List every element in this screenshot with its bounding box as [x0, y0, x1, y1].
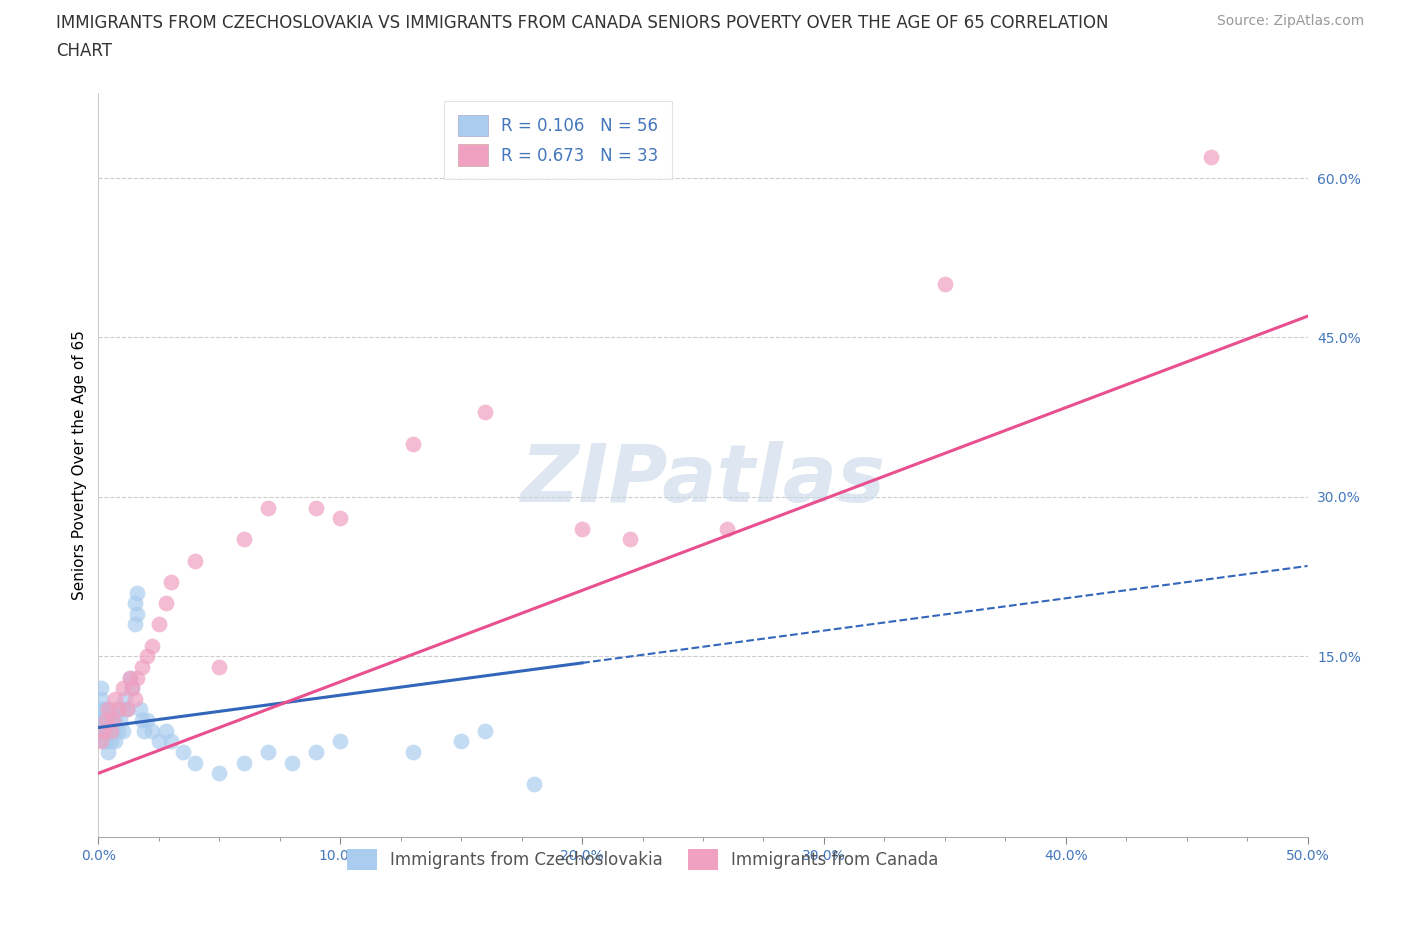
Point [114, 691, 136, 706]
Point [208, 765, 231, 780]
Point [121, 681, 143, 696]
Point [94, 712, 117, 727]
Point [329, 511, 352, 525]
Text: Source: ZipAtlas.com: Source: ZipAtlas.com [1216, 14, 1364, 28]
Text: CHART: CHART [56, 42, 112, 60]
Legend: Immigrants from Czechoslovakia, Immigrants from Canada: Immigrants from Czechoslovakia, Immigran… [340, 843, 945, 877]
Point [148, 734, 170, 749]
Point [127, 671, 149, 685]
Point [135, 649, 157, 664]
Point [155, 596, 177, 611]
Point [100, 734, 122, 749]
Point [94, 724, 117, 738]
Point [104, 691, 127, 706]
Point [127, 606, 149, 621]
Point [172, 745, 194, 760]
Point [184, 553, 207, 568]
Point [90, 691, 112, 706]
Point [128, 702, 150, 717]
Point [118, 671, 141, 685]
Point [101, 724, 124, 738]
Point [1199, 150, 1222, 165]
Point [160, 734, 183, 749]
Point [100, 724, 122, 738]
Point [91, 724, 114, 738]
Text: ZIPatlas: ZIPatlas [520, 441, 886, 519]
Point [91, 734, 114, 749]
Point [124, 596, 146, 611]
Point [104, 712, 127, 727]
Point [184, 755, 207, 770]
Point [135, 712, 157, 727]
Point [450, 734, 472, 749]
Point [281, 755, 304, 770]
Point [124, 691, 146, 706]
Point [121, 681, 143, 696]
Point [97, 724, 120, 738]
Point [97, 745, 120, 760]
Point [127, 585, 149, 600]
Point [716, 522, 738, 537]
Point [94, 702, 117, 717]
Point [124, 617, 146, 631]
Point [97, 702, 120, 717]
Point [100, 712, 122, 727]
Point [474, 724, 496, 738]
Point [101, 712, 124, 727]
Point [90, 712, 112, 727]
Point [107, 724, 129, 738]
Text: IMMIGRANTS FROM CZECHOSLOVAKIA VS IMMIGRANTS FROM CANADA SENIORS POVERTY OVER TH: IMMIGRANTS FROM CZECHOSLOVAKIA VS IMMIGR… [56, 14, 1109, 32]
Point [90, 734, 112, 749]
Point [134, 724, 156, 738]
Point [232, 755, 254, 770]
Point [107, 702, 129, 717]
Point [141, 724, 163, 738]
Point [90, 702, 112, 717]
Point [402, 436, 425, 451]
Point [94, 734, 117, 749]
Point [101, 712, 124, 727]
Point [104, 734, 127, 749]
Point [402, 745, 425, 760]
Point [90, 681, 112, 696]
Point [141, 638, 163, 653]
Point [118, 671, 141, 685]
Point [91, 702, 114, 717]
Point [474, 405, 496, 419]
Point [256, 745, 278, 760]
Point [131, 712, 153, 727]
Point [91, 712, 114, 727]
Point [91, 724, 114, 738]
Point [97, 702, 120, 717]
Point [305, 745, 328, 760]
Point [148, 617, 170, 631]
Point [329, 734, 352, 749]
Point [571, 522, 593, 537]
Point [934, 277, 956, 292]
Y-axis label: Seniors Poverty Over the Age of 65: Seniors Poverty Over the Age of 65 [72, 330, 87, 600]
Point [619, 532, 641, 547]
Point [108, 712, 131, 727]
Point [155, 724, 177, 738]
Point [111, 681, 134, 696]
Point [131, 659, 153, 674]
Point [232, 532, 254, 547]
Point [94, 712, 117, 727]
Point [117, 702, 139, 717]
Point [305, 500, 328, 515]
Point [107, 702, 129, 717]
Point [90, 724, 112, 738]
Point [100, 724, 122, 738]
Point [523, 777, 546, 791]
Point [256, 500, 278, 515]
Point [160, 575, 183, 590]
Point [117, 702, 139, 717]
Point [208, 659, 231, 674]
Point [111, 702, 134, 717]
Point [111, 724, 134, 738]
